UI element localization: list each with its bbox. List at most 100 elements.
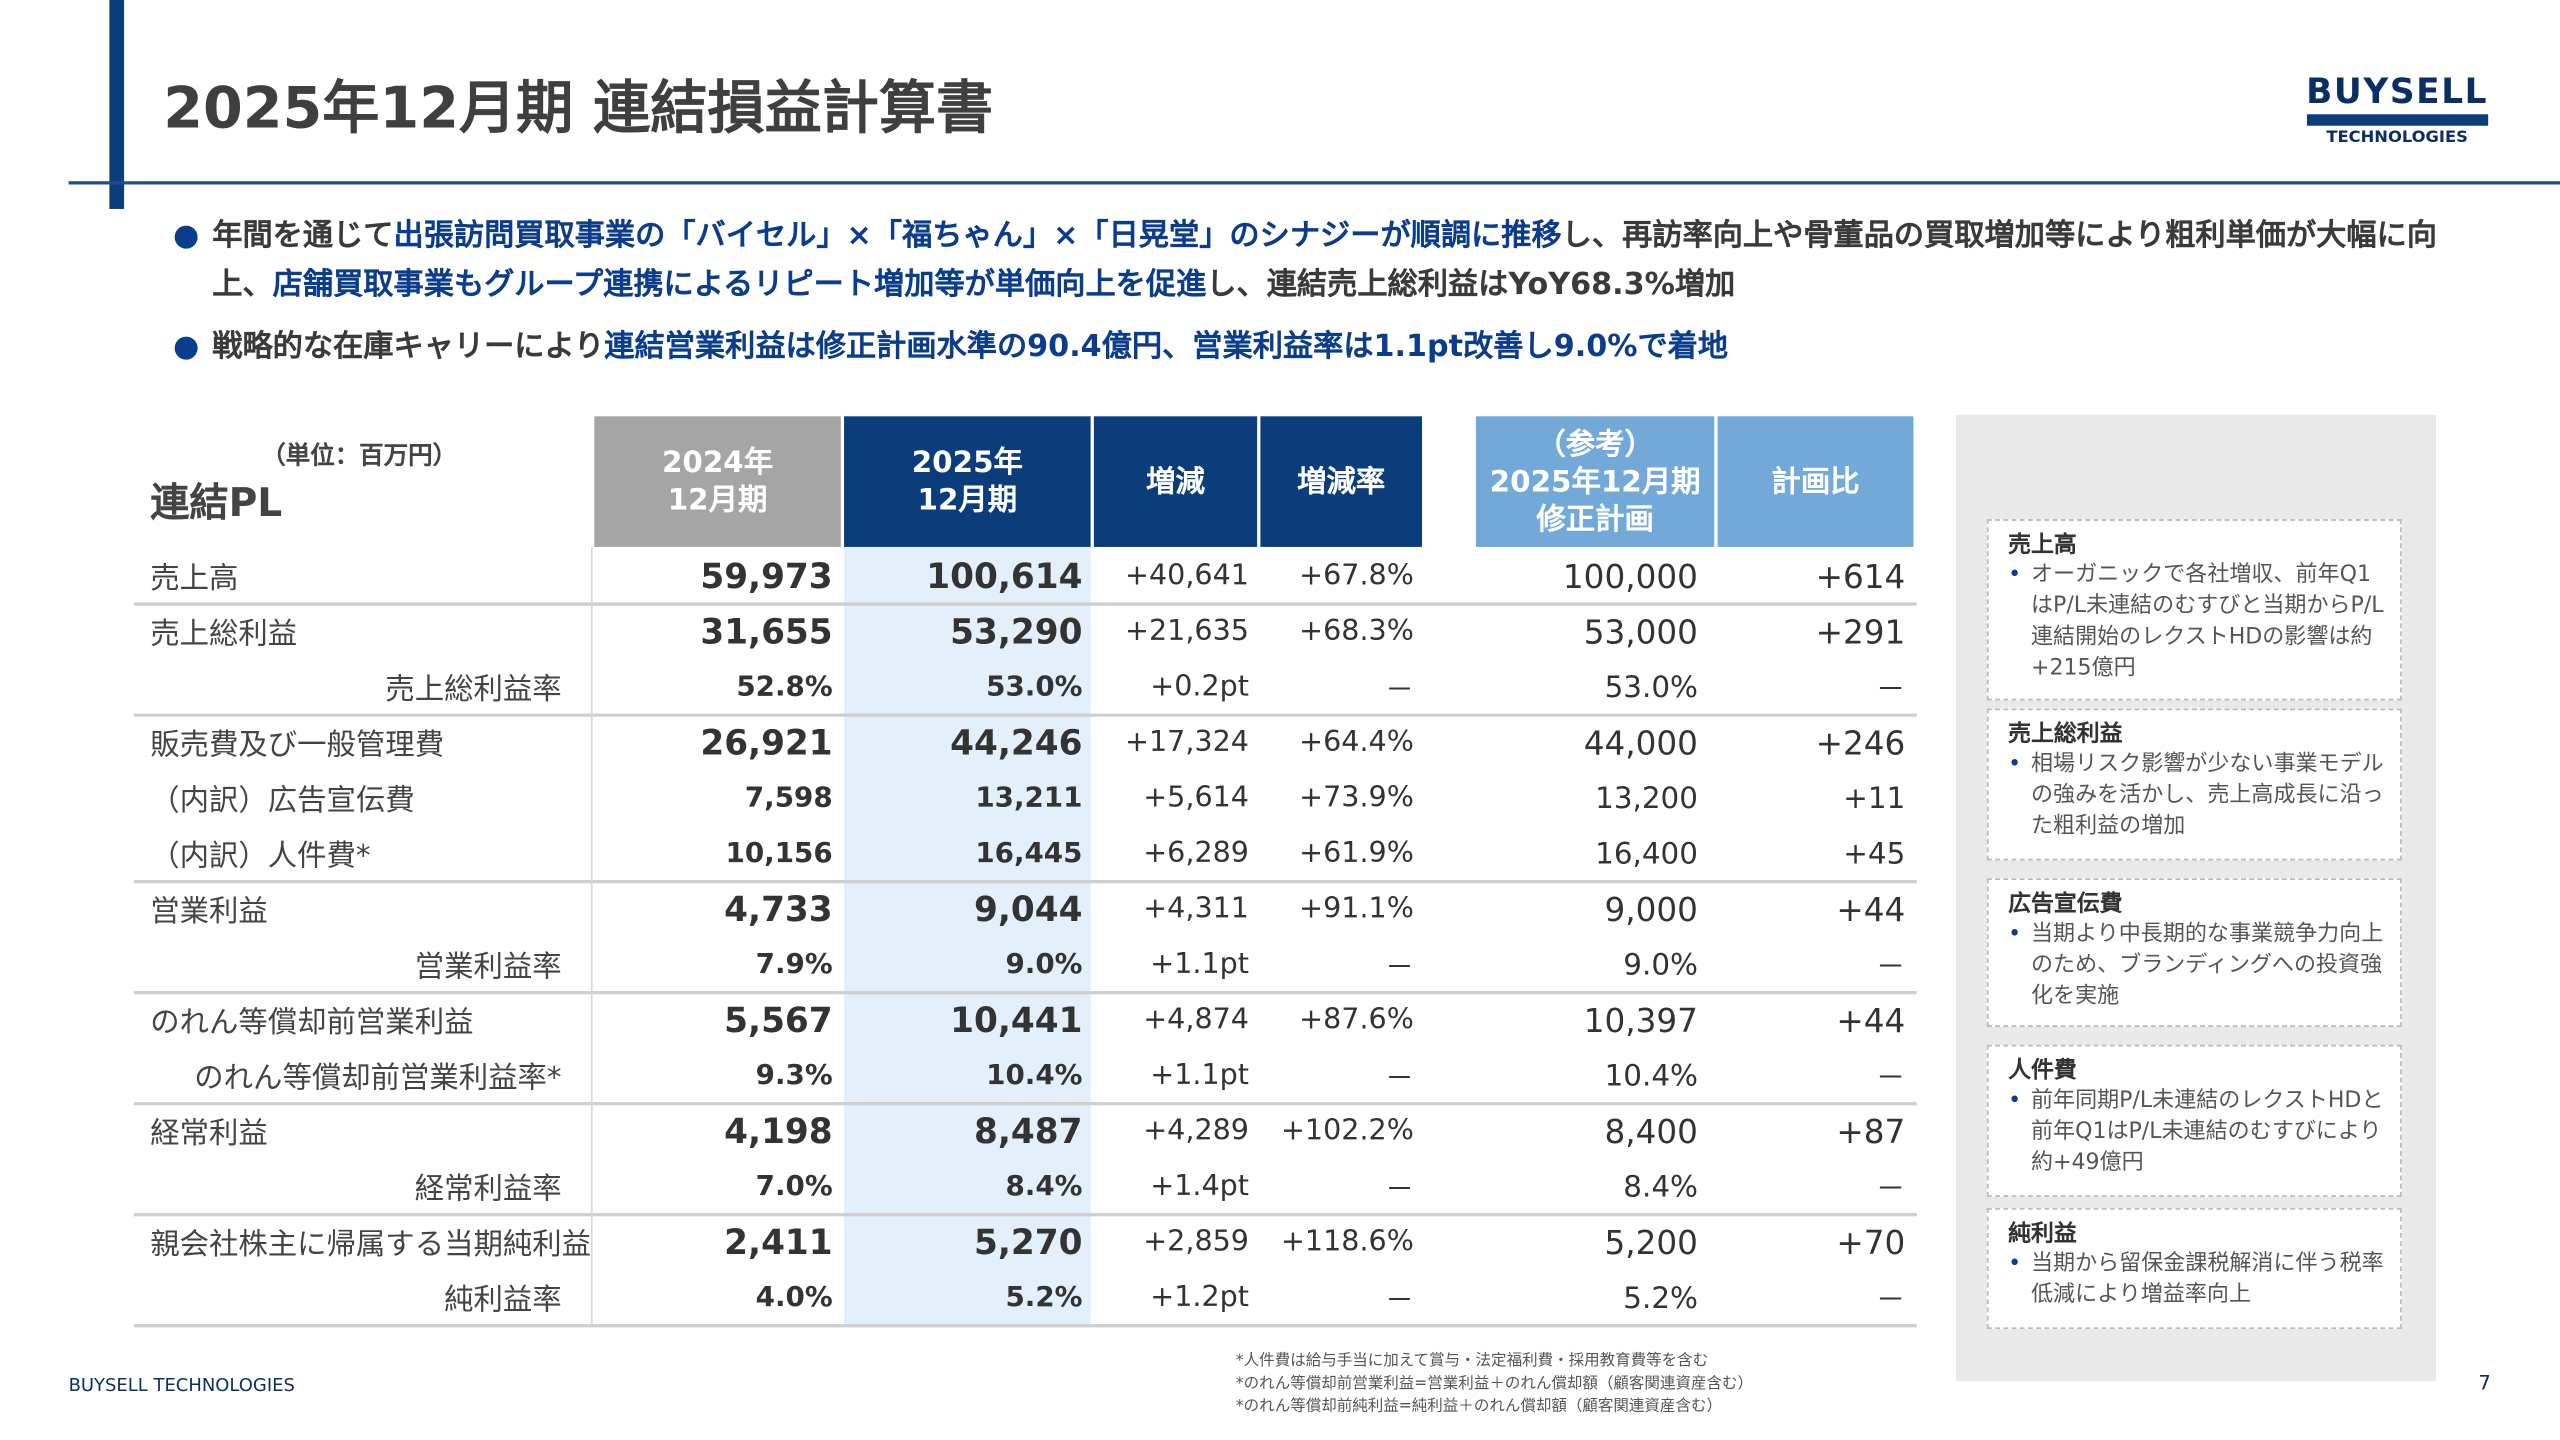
cell-value: +1.1pt [1150,948,1249,982]
row-label: 販売費及び一般管理費 [150,728,445,763]
cell-value: +4,874 [1143,1004,1249,1037]
cell-value: +21,635 [1125,615,1249,649]
header-line: 計画比 [1771,464,1860,499]
cell-value: 53.0% [1604,670,1698,705]
column-header: 増減率 [1260,416,1423,547]
cell-value: 9.3% [755,1059,833,1093]
cell-value: +1.1pt [1150,1059,1249,1093]
header-line: 修正計画 [1536,502,1654,537]
cell-value: 5.2% [1623,1280,1698,1316]
page-number: 7 [2478,1371,2491,1395]
note-title: 売上総利益 [2008,721,2123,748]
footnote: *のれん等償却前営業利益=営業利益＋のれん償却額（顧客関連資産含む） [1235,1374,1754,1393]
footnote: *のれん等償却前純利益=純利益＋のれん償却額（顧客関連資産含む） [1235,1397,1722,1416]
unit-label: （単位：百万円） [261,440,458,471]
header-line: 2025年 [911,445,1023,480]
cell-value: +2,859 [1143,1226,1249,1259]
cell-value: 7.9% [755,948,833,982]
cell-value: +64.4% [1299,726,1414,760]
row-rule [133,879,1917,883]
cell-value: － [1875,1283,1906,1318]
bullet-text: 戦略的な在庫キャリーにより [212,329,605,365]
cell-value: +45 [1843,836,1906,872]
cell-value: 31,655 [700,612,833,652]
cell-value: +5,614 [1143,782,1249,815]
cell-value: 5,567 [724,1000,833,1040]
row-rule [133,602,1917,605]
note-text: オーガニックで各社増収、前年Q1はP/L未連結のむすびと当期からP/L連結開始の… [2008,560,2384,684]
cell-value: +68.3% [1299,615,1414,649]
header-line: 2025年12月期 [1489,464,1701,499]
column-shade [844,546,1091,1328]
cell-value: 9.0% [1005,948,1083,982]
header-line: 増減率 [1297,464,1386,499]
cell-value: +73.9% [1299,782,1414,815]
row-label: 経常利益 [150,1116,268,1152]
header-line: 12月期 [917,483,1018,518]
cell-value: +1.2pt [1150,1281,1249,1315]
cell-value: 44,000 [1583,723,1698,763]
cell-value: 10,156 [725,837,833,871]
cell-value: － [1385,951,1414,984]
note-box: 売上総利益相場リスク影響が少ない事業モデルの強みを活かし、売上高成長に沿った粗利… [1986,708,2402,861]
cell-value: － [1875,1061,1906,1096]
cell-value: +291 [1815,612,1906,652]
cell-value: 16,400 [1595,836,1698,872]
bullet-dot: ● [173,218,200,254]
cell-value: 7,598 [744,782,833,815]
cell-value: 8.4% [1623,1169,1698,1205]
note-title: 純利益 [2008,1221,2077,1248]
cell-value: 5,200 [1604,1222,1698,1263]
cell-value: － [1875,672,1906,707]
cell-value: 13,200 [1595,781,1698,816]
cell-value: 2,411 [724,1222,833,1263]
bullet-text: 連結営業利益は修正計画水準の90.4億円、営業利益率は1.1pt改善し9.0%で… [604,329,1729,365]
cell-value: 16,445 [975,837,1083,871]
bullet-text: し、再訪率向上や骨董品の買取増加等により粗利単価が大幅に向上、 [212,218,2438,303]
cell-value: － [1385,1173,1414,1206]
cell-value: +118.6% [1280,1226,1414,1259]
row-label: のれん等償却前営業利益 [150,1005,474,1040]
row-label: 営業利益率 [414,950,562,985]
cell-value: +40,641 [1125,560,1249,593]
note-title: 売上高 [2008,532,2077,559]
cell-value: +44 [1836,1000,1906,1040]
cell-value: 100,000 [1562,556,1698,596]
cell-value: +4,311 [1143,893,1249,926]
row-label: 売上総利益率 [385,672,562,707]
cell-value: 52.8% [736,671,833,704]
cell-value: +91.1% [1299,893,1414,926]
column-header: （参考） 2025年12月期 修正計画 [1475,416,1715,547]
row-label: （内訳）人件費* [150,839,371,874]
bullet-text: 年間を通じて [212,218,394,254]
column-header: 計画比 [1717,416,1914,547]
cell-value: 53,290 [950,612,1083,652]
bullet-text: し、連結売上総利益はYoY68.3%増加 [1206,267,1736,303]
row-label: のれん等償却前営業利益率* [194,1061,562,1096]
cell-value: － [1875,1172,1906,1207]
row-label: （内訳）広告宣伝費 [150,783,415,818]
cell-value: 8,487 [973,1111,1083,1152]
header-rule [68,181,2560,185]
column-header: 2024年 12月期 [594,416,841,547]
note-title: 広告宣伝費 [2008,891,2123,918]
cell-value: +4,289 [1143,1115,1249,1148]
column-header: 増減 [1093,416,1258,547]
cell-value: 4,733 [724,889,833,929]
note-title: 人件費 [2008,1057,2077,1085]
header-line: 12月期 [667,483,768,518]
note-box: 純利益当期から留保金課税解消に伴う税率低減により増益率向上 [1986,1208,2402,1329]
cell-value: － [1385,673,1414,707]
cell-value: +102.2% [1280,1115,1414,1148]
note-box: 広告宣伝費当期より中長期的な事業競争力向上のため、ブランディングへの投資強化を実… [1986,878,2402,1027]
cell-value: 59,973 [700,556,833,596]
cell-value: 7.0% [755,1170,833,1204]
cell-value: － [1385,1062,1414,1095]
column-header: 2025年 12月期 [844,416,1091,547]
cell-value: － [1875,950,1906,985]
cell-value: +70 [1836,1222,1906,1263]
bullet-text: 店舗買取事業もグループ連携によるリピート増加等が単価向上を促進 [272,267,1207,303]
row-rule [133,1102,1917,1105]
logo-text: TECHNOLOGIES [2326,128,2468,147]
